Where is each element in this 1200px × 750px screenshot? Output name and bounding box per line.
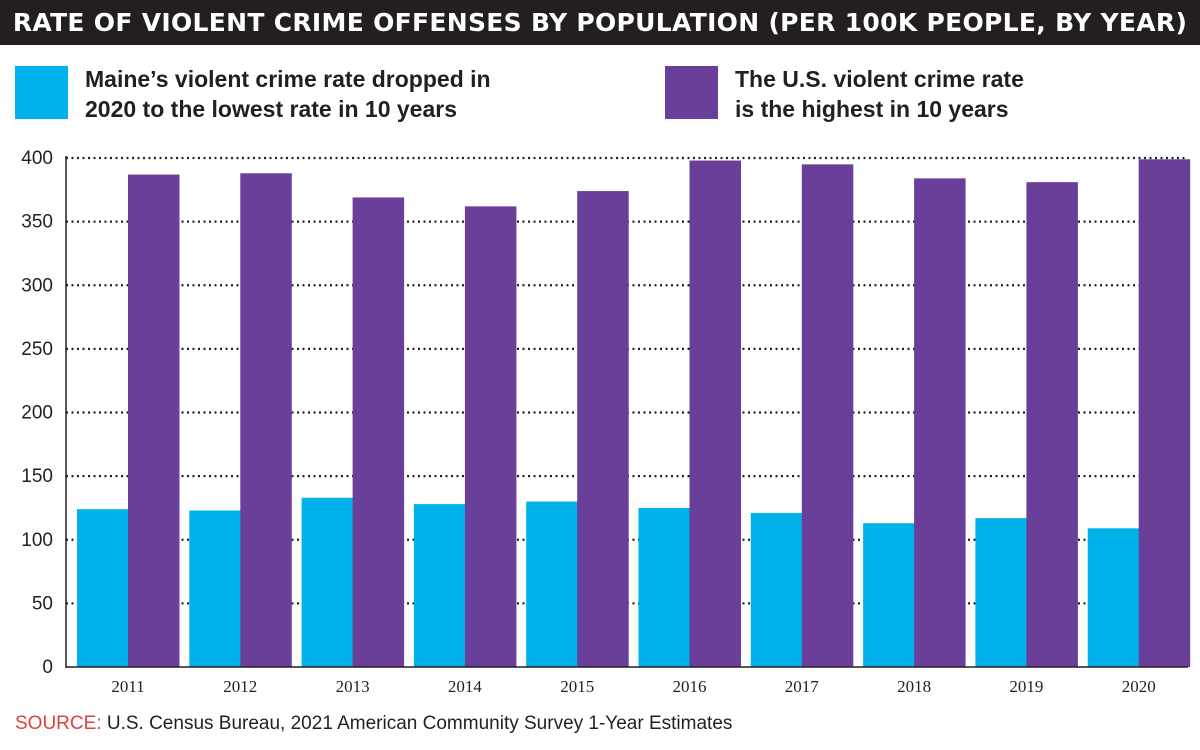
bar-us-2013: [352, 197, 405, 667]
bar-us-2020: [1138, 159, 1191, 667]
x-tick-label-2011: 2011: [111, 677, 144, 696]
axes: [65, 156, 1188, 668]
y-tick-label-150: 150: [21, 466, 53, 487]
x-tick-label-2020: 2020: [1122, 677, 1156, 696]
bar-maine-2020: [1087, 528, 1140, 667]
bar-us-2015: [577, 191, 629, 667]
bar-maine-2019: [975, 518, 1027, 667]
legend-swatch-us: [665, 66, 718, 119]
legend-label-us-line2: is the highest in 10 years: [735, 96, 1009, 122]
source-note: SOURCE: U.S. Census Bureau, 2021 America…: [15, 713, 732, 735]
bar-us-2017: [801, 164, 854, 668]
legend-label-maine: Maine’s violent crime rate dropped in 20…: [85, 64, 565, 124]
y-tick-label-200: 200: [21, 403, 53, 424]
source-label: SOURCE:: [15, 713, 102, 734]
x-tick-label-2015: 2015: [560, 677, 594, 696]
x-tick-label-2012: 2012: [223, 677, 257, 696]
bar-maine-2017: [750, 513, 803, 667]
source-text: U.S. Census Bureau, 2021 American Commun…: [106, 713, 733, 734]
y-tick-label-250: 250: [21, 339, 53, 360]
bar-maine-2013: [301, 497, 354, 667]
bar-maine-2011: [77, 509, 129, 667]
y-tick-label-350: 350: [21, 212, 53, 233]
tick-labels: 0 50 100 150 200 250 300 350 400 2011 2012 2013 2014…: [21, 148, 1155, 696]
y-tick-label-400: 400: [21, 148, 53, 169]
y-tick-label-0: 0: [42, 657, 53, 678]
y-tick-label-300: 300: [21, 275, 53, 296]
bar-maine-2016: [638, 507, 690, 667]
bar-us-2016: [689, 160, 741, 668]
bar-maine-2018: [863, 523, 915, 667]
bars: [77, 159, 1191, 668]
x-tick-label-2014: 2014: [448, 677, 483, 696]
bar-us-2019: [1026, 182, 1078, 668]
x-tick-label-2013: 2013: [336, 677, 370, 696]
x-tick-label-2016: 2016: [673, 677, 707, 696]
bar-maine-2014: [413, 504, 466, 667]
legend-swatch-maine: [15, 66, 68, 119]
legend-label-us: The U.S. violent crime rate is the highe…: [735, 64, 1200, 124]
legend-label-maine-line2: 2020 to the lowest rate in 10 years: [85, 96, 458, 122]
bar-us-2014: [464, 206, 517, 668]
bar-maine-2012: [189, 510, 241, 667]
bar-us-2012: [240, 173, 292, 667]
bar-us-2018: [914, 178, 966, 668]
chart-title: RATE OF VIOLENT CRIME OFFENSES BY POPULA…: [0, 0, 1200, 45]
y-tick-label-50: 50: [32, 593, 53, 614]
legend-label-maine-line1: Maine’s violent crime rate dropped in: [85, 66, 491, 92]
x-tick-label-2018: 2018: [897, 677, 931, 696]
bar-maine-2015: [526, 501, 578, 667]
x-tick-label-2017: 2017: [785, 677, 820, 696]
bar-us-2011: [128, 174, 180, 668]
legend-label-us-line1: The U.S. violent crime rate: [735, 66, 1024, 92]
y-tick-label-100: 100: [21, 530, 53, 551]
x-tick-label-2019: 2019: [1009, 677, 1043, 696]
